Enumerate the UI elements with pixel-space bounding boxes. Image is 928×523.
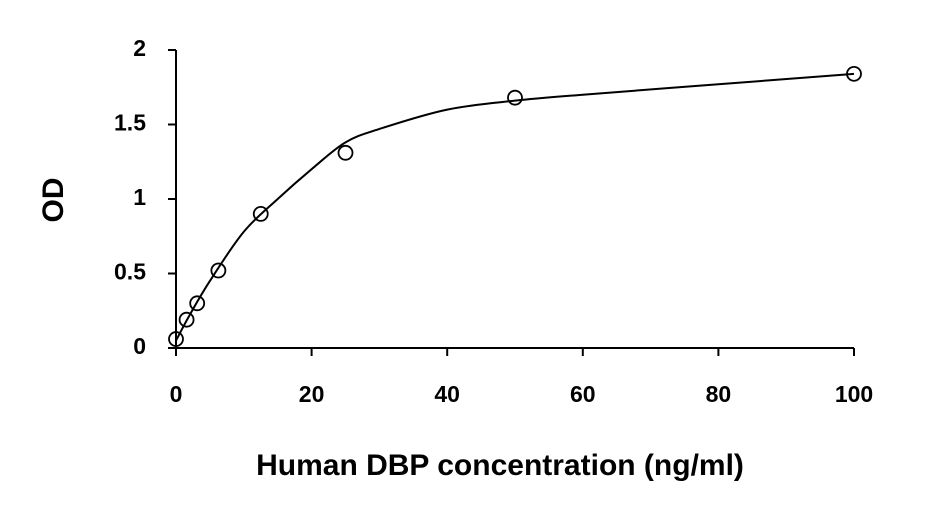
data-point: [168, 331, 184, 347]
x-tick-label: 20: [299, 381, 325, 407]
data-point: [210, 262, 227, 279]
fit-curve: [175, 72, 855, 342]
x-tick-label: 80: [706, 381, 732, 407]
x-tick-label: 40: [434, 381, 460, 407]
y-tick-label: 1.5: [114, 110, 146, 136]
x-tick-label: 60: [570, 381, 596, 407]
data-point: [846, 65, 862, 82]
y-tick-label: 1: [133, 184, 146, 210]
y-axis-title: OD: [37, 178, 70, 223]
x-axis-title: Human DBP concentration (ng/ml): [256, 449, 744, 482]
data-point: [178, 311, 195, 328]
data-point: [252, 205, 269, 222]
data-point: [189, 295, 206, 312]
x-tick-label: 0: [170, 381, 183, 407]
y-tick-label: 0: [133, 333, 146, 359]
data-point: [337, 144, 354, 161]
y-tick-label: 2: [133, 35, 146, 61]
x-tick-label: 100: [835, 381, 873, 407]
data-point: [507, 89, 523, 106]
y-tick-label: 0.5: [114, 259, 146, 285]
